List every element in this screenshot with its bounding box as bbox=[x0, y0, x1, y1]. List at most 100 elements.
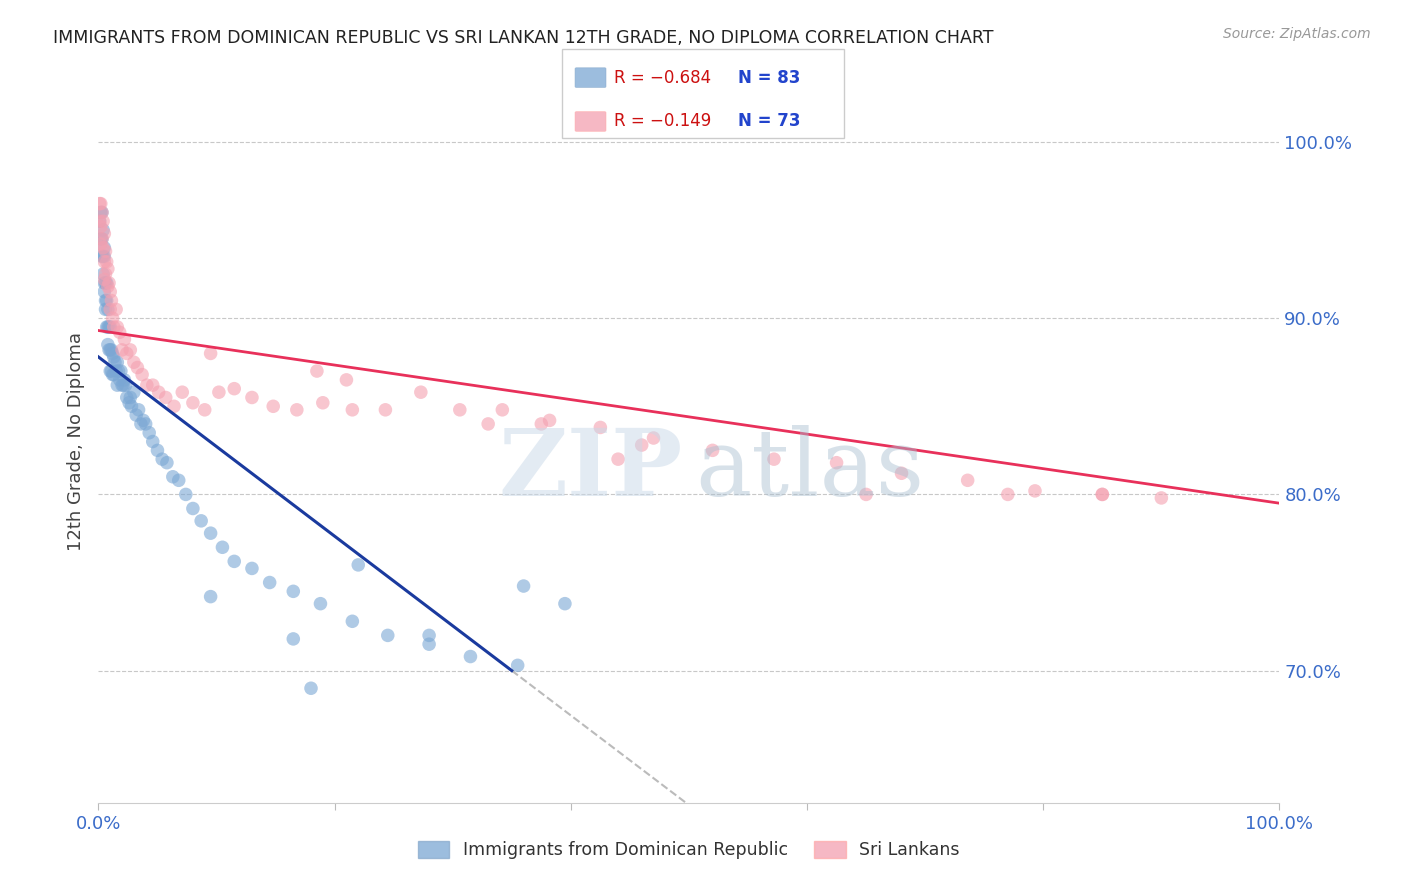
Point bbox=[299, 681, 322, 696]
Point bbox=[97, 320, 120, 334]
Point bbox=[91, 250, 114, 264]
Point bbox=[190, 514, 212, 528]
Point bbox=[91, 267, 114, 281]
Point bbox=[105, 302, 128, 317]
Point bbox=[105, 364, 128, 378]
Point bbox=[90, 205, 112, 219]
Point bbox=[997, 487, 1019, 501]
Point bbox=[93, 272, 115, 286]
Point bbox=[100, 364, 122, 378]
Point bbox=[96, 254, 118, 268]
Point bbox=[112, 378, 135, 392]
Point bbox=[112, 373, 135, 387]
Point bbox=[110, 364, 132, 378]
Point bbox=[103, 368, 125, 382]
Point bbox=[98, 364, 121, 378]
Point bbox=[956, 473, 979, 487]
Point bbox=[94, 302, 117, 317]
Point bbox=[167, 473, 190, 487]
Point bbox=[98, 302, 121, 317]
Point bbox=[477, 417, 499, 431]
Point bbox=[156, 456, 179, 470]
Point bbox=[97, 337, 120, 351]
Point bbox=[114, 378, 136, 392]
Point bbox=[98, 343, 121, 357]
Point bbox=[108, 373, 131, 387]
Point bbox=[120, 343, 142, 357]
Point bbox=[89, 214, 111, 228]
Point bbox=[530, 417, 553, 431]
Point bbox=[142, 434, 165, 449]
Point bbox=[90, 219, 112, 234]
Point bbox=[104, 355, 127, 369]
Point bbox=[181, 501, 204, 516]
Point bbox=[112, 332, 135, 346]
Point bbox=[97, 302, 120, 317]
Point bbox=[163, 399, 186, 413]
Point bbox=[107, 364, 129, 378]
Point bbox=[93, 285, 115, 299]
Point bbox=[91, 250, 114, 264]
Point bbox=[285, 402, 308, 417]
Point bbox=[148, 385, 170, 400]
Point bbox=[93, 276, 115, 290]
Point bbox=[108, 326, 131, 340]
Point bbox=[200, 526, 222, 541]
Point bbox=[89, 214, 111, 228]
Point bbox=[98, 320, 121, 334]
Point bbox=[702, 443, 724, 458]
Point bbox=[342, 402, 364, 417]
Point bbox=[460, 649, 482, 664]
Point bbox=[224, 382, 246, 396]
Point bbox=[1024, 483, 1046, 498]
Point bbox=[94, 244, 117, 259]
Point bbox=[105, 378, 128, 392]
Point bbox=[200, 590, 222, 604]
Point bbox=[181, 396, 204, 410]
Y-axis label: 12th Grade, No Diploma: 12th Grade, No Diploma bbox=[66, 332, 84, 551]
Point bbox=[643, 431, 665, 445]
Point bbox=[138, 425, 160, 440]
Point bbox=[90, 196, 112, 211]
Point bbox=[96, 293, 118, 308]
Point bbox=[98, 276, 121, 290]
Point bbox=[194, 402, 217, 417]
Point bbox=[93, 254, 115, 268]
Point bbox=[890, 467, 912, 481]
Point bbox=[125, 408, 148, 422]
Point bbox=[506, 658, 529, 673]
Point bbox=[120, 391, 142, 405]
Point bbox=[94, 267, 117, 281]
Point bbox=[94, 293, 117, 308]
Legend: Immigrants from Dominican Republic, Sri Lankans: Immigrants from Dominican Republic, Sri … bbox=[411, 834, 967, 866]
Point bbox=[240, 561, 263, 575]
Point bbox=[93, 250, 115, 264]
Point bbox=[135, 378, 157, 392]
Point bbox=[347, 558, 370, 572]
Point bbox=[491, 402, 513, 417]
Text: R = −0.149: R = −0.149 bbox=[614, 112, 711, 130]
Point bbox=[91, 205, 114, 219]
Point bbox=[90, 232, 112, 246]
Point bbox=[91, 232, 114, 246]
Point bbox=[98, 320, 121, 334]
Point bbox=[101, 311, 124, 326]
Point bbox=[115, 391, 138, 405]
Text: R = −0.684: R = −0.684 bbox=[614, 69, 711, 87]
Point bbox=[122, 355, 145, 369]
Point bbox=[98, 343, 121, 357]
Point bbox=[128, 402, 150, 417]
Point bbox=[121, 399, 143, 413]
Point bbox=[105, 320, 128, 334]
Text: atlas: atlas bbox=[695, 425, 924, 516]
Point bbox=[91, 232, 114, 246]
Point bbox=[97, 279, 120, 293]
Point bbox=[825, 456, 848, 470]
Point bbox=[283, 584, 305, 599]
Point bbox=[91, 214, 114, 228]
Point bbox=[208, 385, 231, 400]
Point bbox=[224, 554, 246, 568]
Point bbox=[142, 378, 165, 392]
Point bbox=[100, 293, 122, 308]
Point bbox=[1091, 487, 1114, 501]
